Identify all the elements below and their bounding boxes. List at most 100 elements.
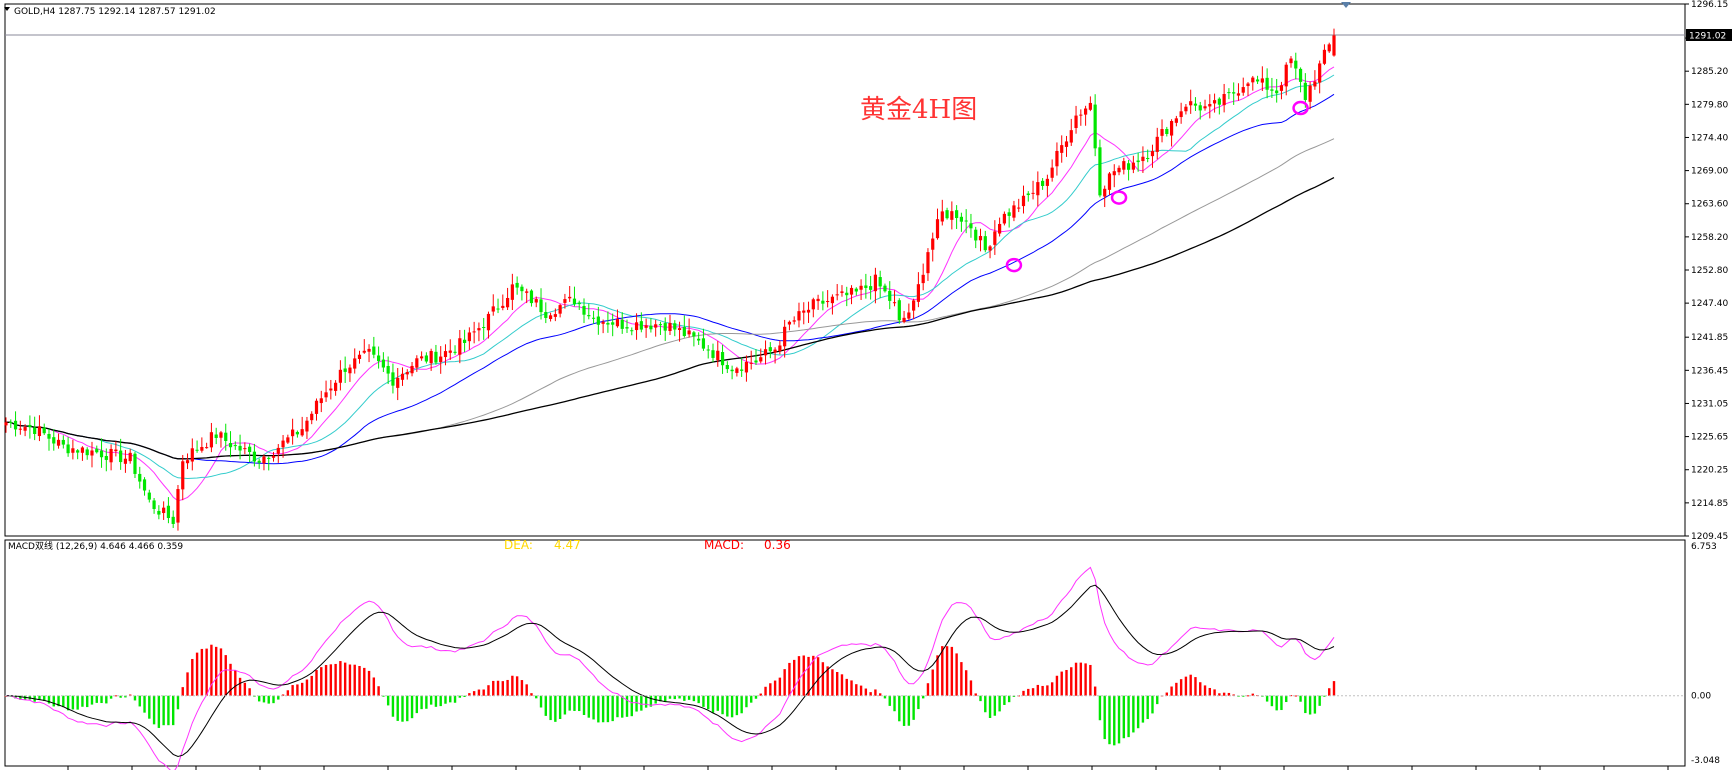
candle-body bbox=[945, 210, 949, 219]
candle-body bbox=[1045, 178, 1049, 186]
candle-body bbox=[343, 368, 347, 372]
macd-bar bbox=[1332, 681, 1336, 696]
candle-body bbox=[1294, 60, 1298, 69]
macd-bar bbox=[1003, 695, 1006, 705]
candle-body bbox=[415, 358, 419, 368]
candle-body bbox=[873, 274, 878, 292]
macd-bar bbox=[1079, 662, 1083, 696]
macd-bar bbox=[396, 695, 399, 721]
candle-body bbox=[1198, 105, 1202, 111]
candle-body bbox=[1064, 141, 1069, 147]
macd-bar bbox=[969, 680, 973, 696]
macd-bar bbox=[859, 685, 863, 696]
candle-body bbox=[1026, 193, 1030, 196]
candle-body bbox=[539, 299, 543, 313]
macd-bar bbox=[616, 695, 619, 718]
candle-body bbox=[568, 296, 572, 299]
macd-bar bbox=[1012, 695, 1016, 697]
macd-bar bbox=[496, 680, 500, 696]
candle-body bbox=[606, 322, 610, 325]
candle-body bbox=[386, 365, 390, 374]
candle-body bbox=[505, 297, 510, 308]
candle-body bbox=[233, 445, 237, 447]
macd-bar bbox=[802, 655, 805, 696]
macd-bar bbox=[530, 693, 533, 696]
macd-bar bbox=[1199, 682, 1202, 696]
macd-bar bbox=[611, 695, 614, 722]
macd-bar bbox=[921, 695, 925, 699]
candle-body bbox=[85, 449, 89, 456]
macd-bar bbox=[1027, 688, 1030, 696]
macd-bar bbox=[181, 687, 184, 696]
candle-body bbox=[181, 461, 185, 490]
macd-bar bbox=[520, 680, 524, 696]
macd-bar bbox=[105, 695, 108, 704]
candle-body bbox=[281, 440, 285, 448]
macd-bar bbox=[76, 695, 79, 710]
candle-body bbox=[1179, 111, 1183, 118]
candle-body bbox=[859, 285, 863, 290]
macd-bar bbox=[1304, 695, 1307, 714]
macd-dif-line bbox=[6, 566, 1335, 774]
macd-bar bbox=[1055, 675, 1059, 696]
candle-body bbox=[152, 500, 156, 509]
candle-body bbox=[916, 284, 921, 302]
macd-bar bbox=[324, 664, 328, 696]
candle-body bbox=[797, 311, 801, 321]
candle-body bbox=[1275, 90, 1279, 94]
candle-body bbox=[864, 285, 868, 288]
macd-bar bbox=[363, 667, 366, 696]
shift-marker-icon[interactable] bbox=[1341, 2, 1351, 8]
macd-bar bbox=[678, 695, 681, 699]
macd-bar bbox=[1127, 695, 1130, 738]
macd-bar bbox=[601, 695, 605, 723]
candle-body bbox=[219, 432, 223, 438]
macd-bar bbox=[692, 695, 696, 702]
candle-body bbox=[443, 351, 448, 358]
candle-body bbox=[902, 317, 906, 322]
candle-body bbox=[1265, 77, 1269, 90]
candle-body bbox=[448, 350, 452, 353]
macd-bar bbox=[850, 680, 853, 696]
candle-body bbox=[1318, 63, 1322, 83]
macd-bar bbox=[1113, 695, 1116, 746]
candle-body bbox=[587, 315, 591, 317]
macd-bar bbox=[1318, 695, 1321, 706]
candle-body bbox=[1322, 49, 1327, 64]
candle-body bbox=[869, 286, 873, 290]
macd-bar bbox=[248, 688, 251, 696]
macd-bar bbox=[1074, 662, 1078, 696]
candle-body bbox=[611, 322, 615, 325]
candle-body bbox=[601, 321, 605, 324]
macd-bar bbox=[19, 695, 22, 700]
macd-bar bbox=[420, 695, 423, 710]
dropdown-triangle-icon[interactable] bbox=[4, 7, 10, 11]
candle-body bbox=[1236, 93, 1241, 96]
macd-bar bbox=[1041, 685, 1044, 696]
macd-bar bbox=[1089, 664, 1092, 696]
macd-bar bbox=[883, 695, 887, 699]
candle-body bbox=[1103, 188, 1107, 197]
macd-bar bbox=[272, 695, 275, 704]
macd-bar bbox=[549, 695, 552, 721]
macd-bar bbox=[477, 689, 481, 696]
macd-bar bbox=[1289, 695, 1293, 697]
candle-body bbox=[76, 450, 80, 453]
candle-body bbox=[362, 350, 366, 353]
candle-body bbox=[1150, 151, 1155, 157]
macd-bar bbox=[472, 691, 476, 696]
candle-body bbox=[682, 326, 686, 337]
macd-bar bbox=[133, 695, 137, 701]
macd-bar bbox=[797, 656, 801, 696]
candle-body bbox=[439, 356, 443, 363]
candle-body bbox=[1041, 180, 1045, 186]
macd-bar bbox=[1222, 692, 1226, 696]
candle-body bbox=[701, 338, 706, 349]
candle-body bbox=[248, 446, 252, 453]
candle-body bbox=[252, 451, 257, 462]
macd-bar bbox=[262, 695, 266, 703]
macd-bar bbox=[492, 680, 495, 696]
macd-bar bbox=[864, 688, 868, 696]
candle-body bbox=[348, 367, 352, 374]
macd-bar bbox=[243, 682, 247, 696]
